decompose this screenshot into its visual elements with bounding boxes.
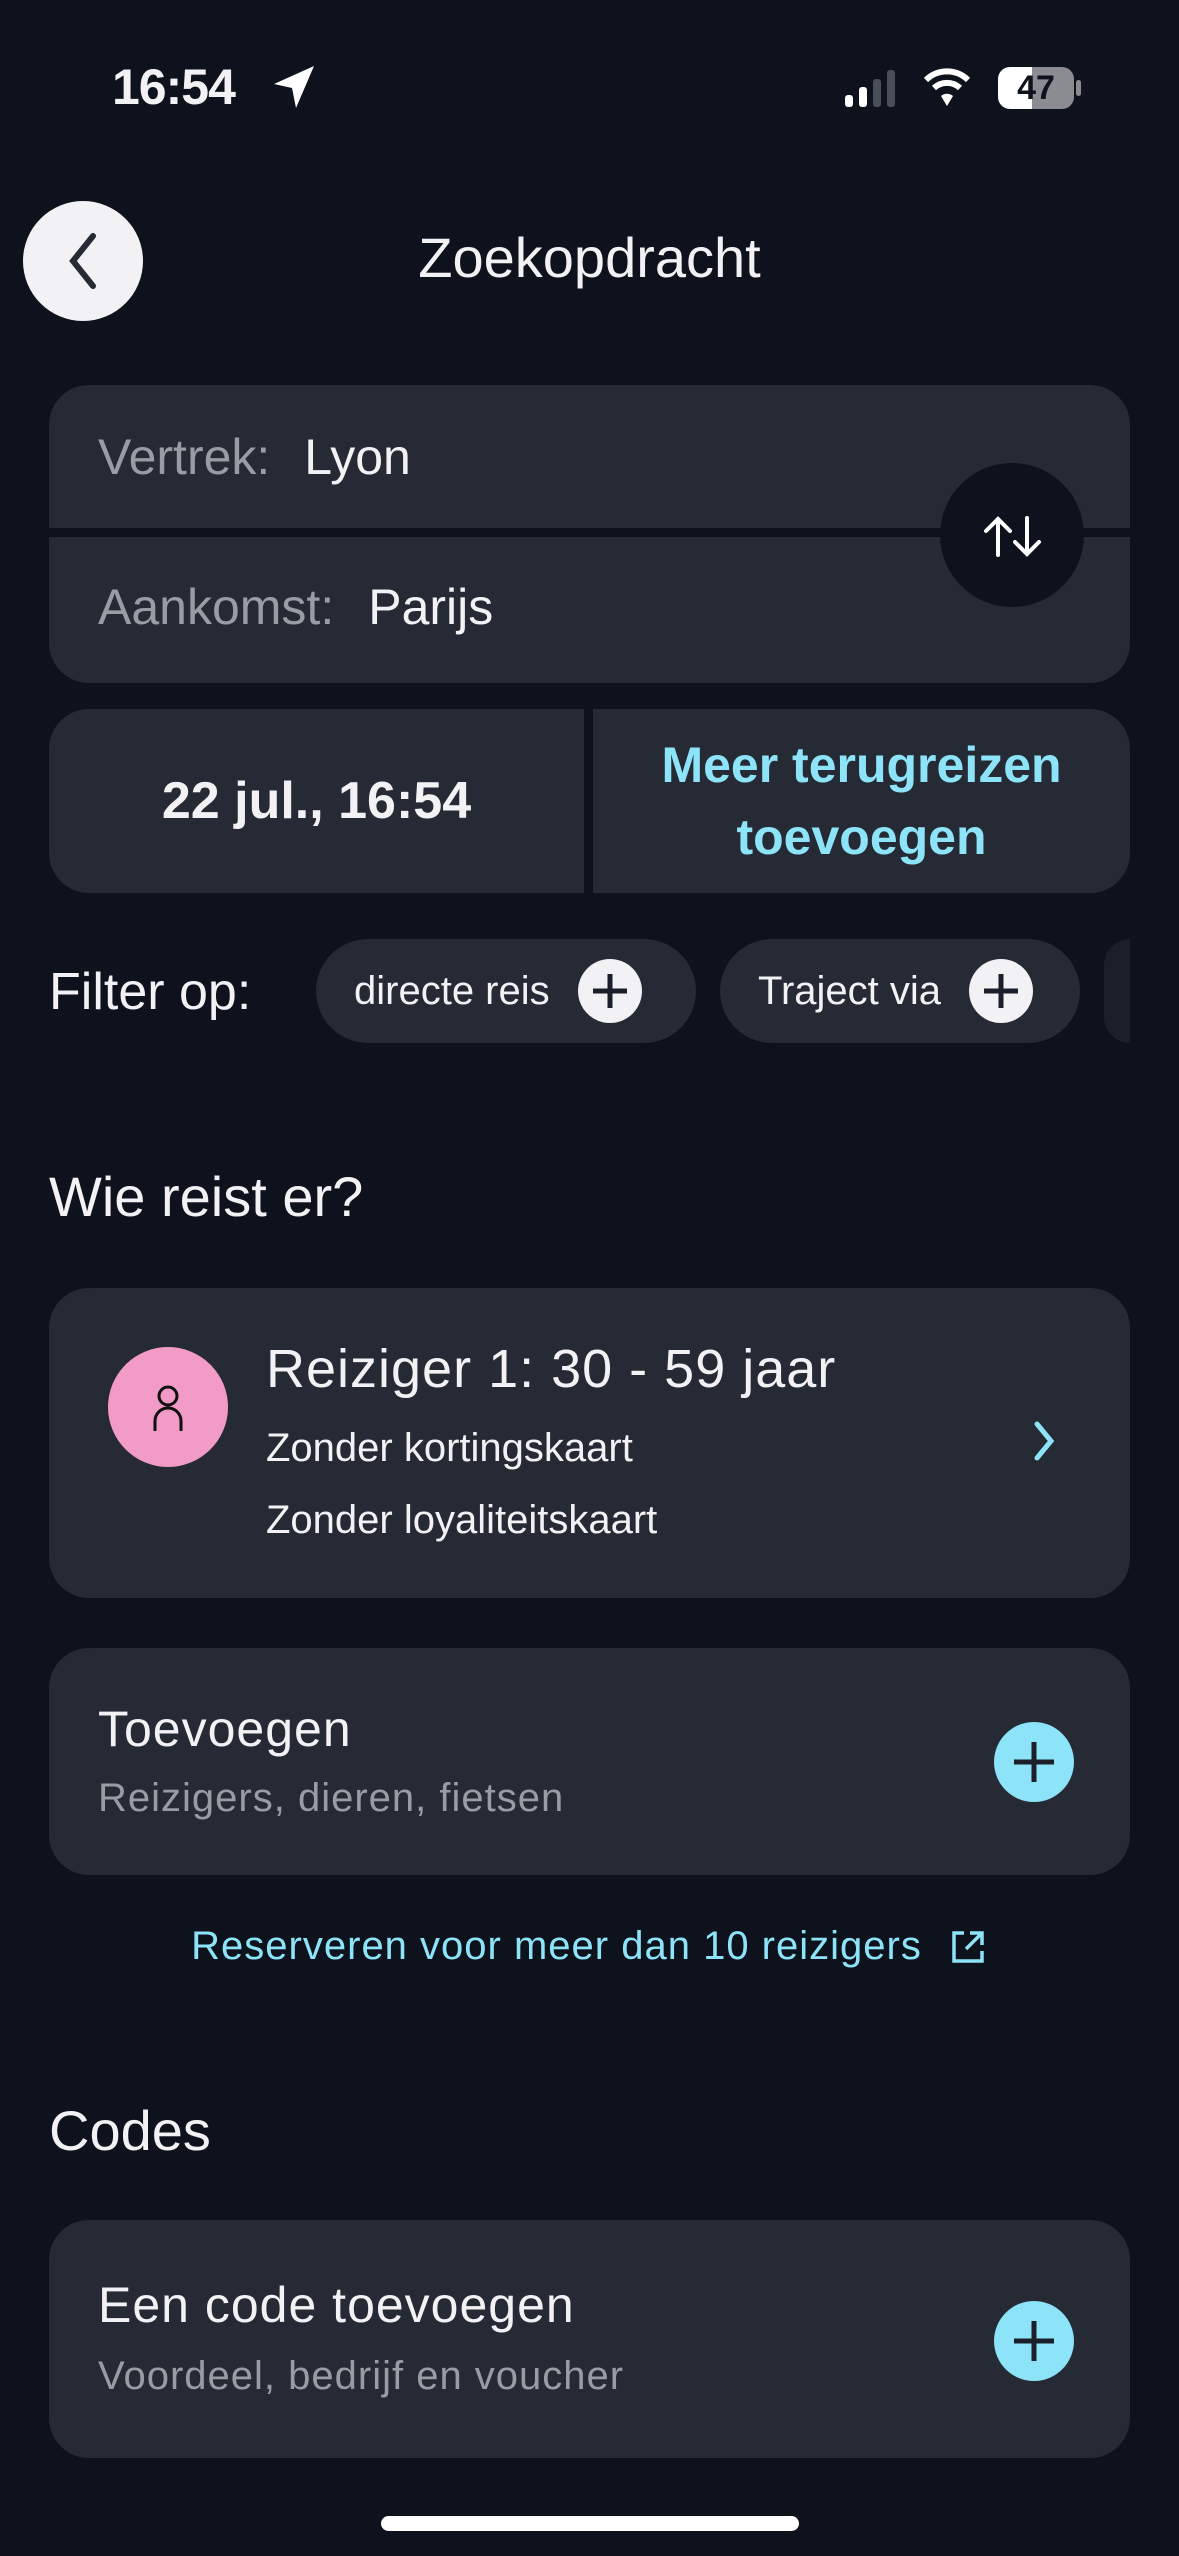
swap-button[interactable] [940,463,1084,607]
filter-label: Filter op: [49,963,252,1021]
traveler-card[interactable]: Reiziger 1: 30 - 59 jaar Zonder kortings… [49,1288,1130,1598]
filter-chip-label: Traject via [758,968,942,1013]
date-value: 22 jul., 16:54 [161,772,472,830]
avatar [108,1347,228,1467]
group-booking-label: Reserveren voor meer dan 10 reizigers [191,1924,922,1968]
battery-icon: 47 [998,67,1074,109]
date-button[interactable]: 22 jul., 16:54 [49,709,584,893]
group-booking-link[interactable]: Reserveren voor meer dan 10 reizigers [0,1924,1179,1969]
add-traveler-subtitle: Reizigers, dieren, fietsen [98,1776,565,1820]
add-return-line2: toevoegen [736,809,987,865]
arrival-label: Aankomst: [98,579,335,635]
chevron-left-icon [69,233,96,289]
add-traveler-title: Toevoegen [98,1701,352,1757]
external-link-icon [952,1930,984,1963]
traveler-title: Reiziger 1: 30 - 59 jaar [266,1339,837,1399]
home-indicator [381,2516,799,2531]
plus-icon[interactable] [994,2301,1074,2381]
filter-chip-label: directe reis [354,968,550,1013]
arrival-field[interactable]: Aankomst: Parijs [98,578,493,636]
battery-cap [1076,80,1081,96]
route-divider [49,528,1130,537]
filter-chip-direct[interactable]: directe reis [316,939,696,1043]
departure-label: Vertrek: [98,429,271,485]
add-return-line1: Meer terugreizen [661,737,1062,793]
person-icon [153,1385,183,1431]
filter-chip-via[interactable]: Traject via [720,939,1080,1043]
add-traveler-card[interactable]: Toevoegen Reizigers, dieren, fietsen [49,1648,1130,1875]
traveler-loyalty: Zonder loyaliteitskaart [266,1498,658,1542]
chevron-right-icon [1034,1421,1055,1461]
signal-icon [845,70,895,107]
plus-icon [577,959,642,1023]
arrival-value: Parijs [368,579,494,635]
travelers-heading: Wie reist er? [49,1165,364,1228]
plus-icon[interactable] [994,1722,1074,1802]
battery-level: 47 [1017,69,1055,107]
swap-arrows-icon [984,516,1041,557]
status-time: 16:54 [112,59,236,115]
codes-heading: Codes [49,2099,211,2162]
back-button[interactable] [23,201,143,321]
add-code-card[interactable]: Een code toevoegen Voordeel, bedrijf en … [49,2220,1130,2458]
page-title: Zoekopdracht [418,226,761,289]
departure-value: Lyon [304,429,411,485]
filter-chip-more[interactable] [1104,939,1130,1043]
plus-icon [969,959,1034,1023]
traveler-discount: Zonder kortingskaart [266,1426,633,1470]
location-arrow-icon [274,66,314,108]
departure-field[interactable]: Vertrek: Lyon [98,428,411,486]
add-return-button[interactable]: Meer terugreizen toevoegen [593,709,1130,893]
add-code-title: Een code toevoegen [98,2277,575,2333]
add-code-subtitle: Voordeel, bedrijf en voucher [98,2354,625,2398]
wifi-icon [923,68,971,106]
